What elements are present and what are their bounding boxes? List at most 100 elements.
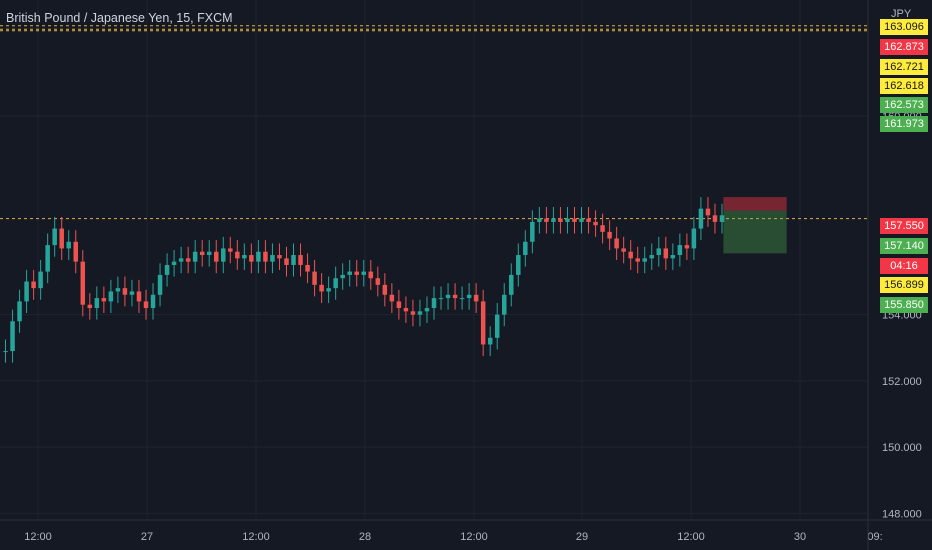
candle-body [663, 248, 669, 259]
candle-body [417, 311, 423, 315]
candle-body [249, 255, 254, 262]
candle-body [150, 294, 156, 309]
candle-body [333, 278, 338, 289]
candle-body [228, 248, 233, 252]
candle-body [607, 231, 612, 239]
candle-body [326, 288, 331, 292]
candle-body [45, 245, 50, 272]
candle-body [73, 241, 79, 262]
candle-body [684, 245, 690, 249]
candle-body [628, 251, 633, 259]
candle-body [143, 301, 149, 309]
candle-body [614, 238, 619, 249]
x-tick-label: 12:00 [677, 531, 705, 543]
candle-body [108, 291, 114, 302]
price-badge: 162.573 [880, 97, 928, 113]
x-tick-label: 30 [794, 531, 806, 543]
candle-body [593, 221, 598, 226]
candle-body [305, 264, 310, 272]
candle-body [213, 251, 219, 262]
candle-body [424, 308, 430, 312]
x-tick-label: 12:00 [460, 531, 488, 543]
candle-body [621, 248, 626, 252]
candle-body [509, 274, 514, 295]
price-badge: 162.873 [880, 39, 928, 55]
price-badge: 162.721 [880, 59, 928, 75]
candle-body [206, 251, 212, 256]
candle-body [677, 245, 683, 256]
candle-body [17, 301, 22, 322]
candle-body [3, 351, 8, 353]
candle-body [572, 218, 577, 222]
candle-body [375, 278, 381, 285]
candle-body [712, 215, 718, 222]
candle-body [403, 308, 409, 312]
candle-body [284, 258, 289, 265]
candle-body [558, 218, 563, 222]
candle-body [263, 251, 268, 262]
candle-body [340, 274, 345, 279]
candle-body [178, 258, 184, 262]
candle-body [192, 251, 198, 262]
y-tick-label: 152.000 [882, 376, 922, 388]
symbol-title: British Pound / Japanese Yen, 15, FXCM [6, 11, 233, 25]
candle-body [445, 294, 451, 299]
candle-body [544, 218, 549, 222]
candle-body [586, 218, 591, 222]
candle-body [452, 294, 458, 299]
candle-body [59, 228, 64, 249]
candle-body [494, 314, 500, 338]
candle-body [382, 284, 388, 295]
candle-body [256, 251, 261, 262]
candle-body [501, 294, 507, 315]
candle-body [291, 255, 296, 265]
x-tick-label: 12:00 [24, 531, 52, 543]
x-tick-label: 12:00 [242, 531, 270, 543]
take-profit-zone [723, 210, 787, 254]
candle-body [87, 304, 93, 309]
candle-body [635, 258, 640, 262]
x-tick-label: 09: [867, 531, 882, 543]
candle-body [199, 251, 205, 256]
candle-body [38, 271, 43, 289]
candle-body [565, 218, 570, 222]
candle-body [24, 281, 29, 302]
candle-body [516, 255, 521, 275]
candle-body [115, 288, 121, 292]
price-badge: 163.096 [880, 19, 928, 35]
candle-body [410, 311, 416, 315]
candle-body [298, 255, 303, 265]
x-tick-label: 28 [359, 531, 371, 543]
candle-body [171, 261, 177, 265]
candle-body [52, 228, 57, 246]
candle-body [466, 294, 472, 299]
candle-body [396, 301, 402, 309]
candle-body [431, 298, 437, 309]
candle-body [66, 241, 71, 249]
candle-body [600, 225, 605, 232]
candle-body [185, 258, 191, 262]
candle-body [487, 337, 493, 345]
candle-body [361, 271, 367, 275]
candle-body [473, 294, 479, 302]
candle-body [530, 221, 535, 242]
candle-body [551, 218, 556, 222]
candle-body [80, 261, 86, 305]
candle-body [354, 271, 359, 275]
candle-body [319, 284, 324, 292]
candle-body [480, 301, 486, 345]
price-badge: 157.140 [880, 238, 928, 254]
candle-body [649, 255, 655, 259]
price-badge: 157.550 [880, 218, 928, 234]
candle-body [719, 215, 725, 222]
price-badge: 156.899 [880, 277, 928, 293]
candle-body [129, 291, 135, 295]
candle-body [389, 294, 395, 302]
candle-body [579, 218, 584, 222]
candle-body [698, 208, 704, 229]
candle-body [537, 218, 542, 222]
candle-body [164, 264, 170, 275]
price-badge: 155.850 [880, 297, 928, 313]
candle-body [136, 291, 142, 302]
